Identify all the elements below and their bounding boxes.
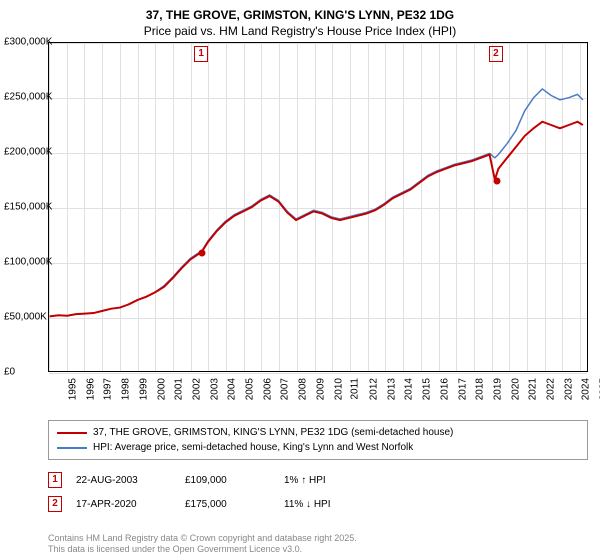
transaction-pct: 11% ↓ HPI xyxy=(284,499,394,510)
y-axis-label: £100,000K xyxy=(4,257,52,268)
y-axis-label: £200,000K xyxy=(4,147,52,158)
x-axis-label: 2023 xyxy=(563,378,574,400)
legend-label: HPI: Average price, semi-detached house,… xyxy=(93,442,413,453)
y-axis-label: £300,000K xyxy=(4,37,52,48)
x-axis-label: 1999 xyxy=(138,378,149,400)
transaction-row: 2 17-APR-2020 £175,000 11% ↓ HPI xyxy=(48,492,588,516)
series-hpi xyxy=(50,89,583,316)
x-axis-label: 2019 xyxy=(492,378,503,400)
footer-line1: Contains HM Land Registry data © Crown c… xyxy=(48,533,357,545)
x-axis-label: 2013 xyxy=(386,378,397,400)
chart-title-line1: 37, THE GROVE, GRIMSTON, KING'S LYNN, PE… xyxy=(0,8,600,24)
x-axis-label: 2011 xyxy=(350,378,361,400)
x-axis-label: 2008 xyxy=(297,378,308,400)
chart-legend: 37, THE GROVE, GRIMSTON, KING'S LYNN, PE… xyxy=(48,420,588,460)
y-axis-label: £150,000K xyxy=(4,202,52,213)
x-axis-label: 2017 xyxy=(457,378,468,400)
y-axis-label: £50,000K xyxy=(4,312,47,323)
footer-attribution: Contains HM Land Registry data © Crown c… xyxy=(48,533,357,556)
series-property xyxy=(50,122,583,317)
x-axis-label: 2021 xyxy=(528,378,539,400)
x-axis-label: 2022 xyxy=(545,378,556,400)
x-axis-label: 2014 xyxy=(404,378,415,400)
x-axis-label: 2020 xyxy=(510,378,521,400)
legend-swatch xyxy=(57,432,87,434)
transaction-idx: 1 xyxy=(48,472,62,488)
transaction-pct: 1% ↑ HPI xyxy=(284,475,394,486)
y-axis-label: £0 xyxy=(4,367,15,378)
x-axis-label: 2015 xyxy=(421,378,432,400)
chart-plot-area xyxy=(48,42,588,372)
x-axis-label: 2018 xyxy=(474,378,485,400)
transaction-price: £175,000 xyxy=(185,499,270,510)
footer-line2: This data is licensed under the Open Gov… xyxy=(48,544,357,556)
chart-title-line2: Price paid vs. HM Land Registry's House … xyxy=(0,24,600,42)
legend-label: 37, THE GROVE, GRIMSTON, KING'S LYNN, PE… xyxy=(93,427,453,438)
y-axis-label: £250,000K xyxy=(4,92,52,103)
x-axis-label: 2012 xyxy=(368,378,379,400)
x-axis-label: 1997 xyxy=(103,378,114,400)
x-axis-label: 2000 xyxy=(156,378,167,400)
transaction-marker-1: 1 xyxy=(194,46,208,62)
transaction-dot-2 xyxy=(493,177,500,184)
transaction-marker-2: 2 xyxy=(489,46,503,62)
transaction-dot-1 xyxy=(199,250,206,257)
x-axis-label: 1996 xyxy=(85,378,96,400)
legend-item: HPI: Average price, semi-detached house,… xyxy=(57,440,579,455)
transaction-date: 22-AUG-2003 xyxy=(76,475,171,486)
x-axis-label: 2002 xyxy=(191,378,202,400)
x-axis-label: 2024 xyxy=(581,378,592,400)
x-axis-label: 2004 xyxy=(227,378,238,400)
transaction-table: 1 22-AUG-2003 £109,000 1% ↑ HPI 2 17-APR-2020… xyxy=(48,468,588,516)
legend-item: 37, THE GROVE, GRIMSTON, KING'S LYNN, PE… xyxy=(57,425,579,440)
x-axis-label: 2006 xyxy=(262,378,273,400)
x-axis-label: 1998 xyxy=(120,378,131,400)
transaction-price: £109,000 xyxy=(185,475,270,486)
x-axis-label: 2007 xyxy=(280,378,291,400)
x-axis-label: 2010 xyxy=(333,378,344,400)
x-axis-label: 2005 xyxy=(244,378,255,400)
chart-lines xyxy=(49,43,587,371)
transaction-date: 17-APR-2020 xyxy=(76,499,171,510)
x-axis-label: 2003 xyxy=(209,378,220,400)
x-axis-label: 2009 xyxy=(315,378,326,400)
legend-swatch xyxy=(57,447,87,449)
transaction-idx: 2 xyxy=(48,496,62,512)
transaction-row: 1 22-AUG-2003 £109,000 1% ↑ HPI xyxy=(48,468,588,492)
x-axis-label: 2001 xyxy=(173,378,184,400)
x-axis-label: 1995 xyxy=(67,378,78,400)
x-axis-label: 2016 xyxy=(439,378,450,400)
